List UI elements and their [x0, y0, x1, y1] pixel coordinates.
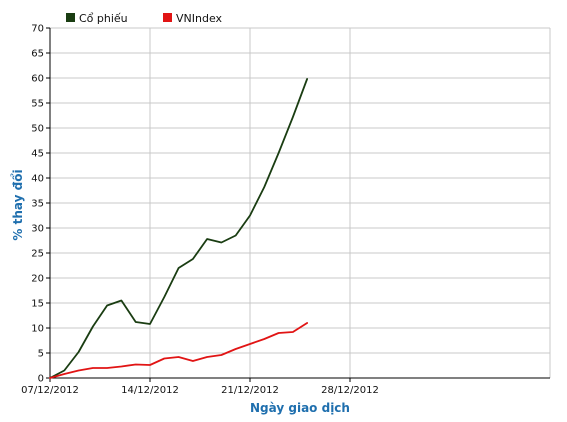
y-tick-label: 0: [38, 374, 44, 385]
legend-swatch-co-phieu: [66, 13, 75, 22]
series-layer: [49, 78, 309, 379]
y-tick-label: 25: [31, 249, 44, 260]
legend: Cổ phiếu VNIndex: [66, 12, 223, 25]
x-tick-label: 07/12/2012: [21, 385, 79, 396]
y-tick-label: 65: [31, 49, 44, 60]
y-tick-label: 60: [31, 74, 44, 85]
legend-label-vnindex: VNIndex: [176, 12, 223, 25]
y-axis-title: % thay đổi: [10, 169, 25, 240]
x-tick-label: 14/12/2012: [121, 385, 179, 396]
y-tick-label: 70: [31, 24, 44, 35]
y-tick-label: 40: [31, 174, 44, 185]
y-tick-label: 35: [31, 199, 44, 210]
x-tick-label: 21/12/2012: [221, 385, 279, 396]
y-tick-label: 50: [31, 124, 44, 135]
y-tick-label: 10: [31, 324, 44, 335]
y-tick-label: 15: [31, 299, 44, 310]
grid-layer: [50, 27, 551, 378]
y-tick-label: 45: [31, 149, 44, 160]
x-tick-label: 28/12/2012: [321, 385, 379, 396]
legend-label-co-phieu: Cổ phiếu: [79, 12, 128, 25]
series-line-co-phieu: [49, 78, 309, 379]
y-tick-label: 55: [31, 99, 44, 110]
series-line-vnindex: [49, 322, 309, 379]
y-tick-label: 5: [38, 349, 44, 360]
y-tick-label: 20: [31, 274, 44, 285]
axis-layer: 0 5 10 15 20 25 30 35 40 45 50 55 60 65 70 07/12/2012 14…: [21, 24, 550, 396]
y-tick-label: 30: [31, 224, 44, 235]
x-axis-title: Ngày giao dịch: [250, 401, 350, 415]
legend-swatch-vnindex: [163, 13, 172, 22]
